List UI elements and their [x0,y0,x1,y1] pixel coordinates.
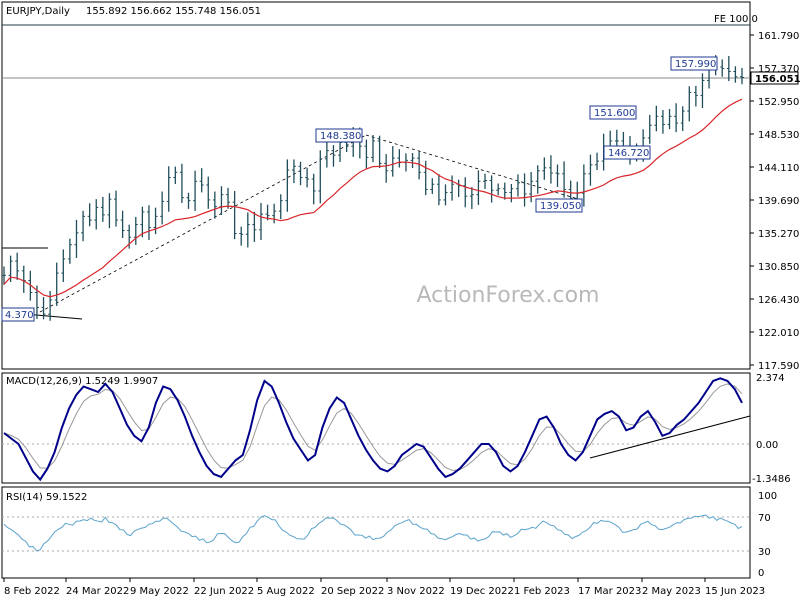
moving-average-line [3,98,743,298]
annotation-157990: 157.990 [670,56,718,71]
rsi-tick-100: 100 [758,491,777,502]
rsi-panel-frame [1,486,751,579]
x-axis: 8 Feb 2022 24 Mar 2022 9 May 2022 22 Jun 20… [3,578,765,597]
macd-tick-low: -1.3486 [752,474,791,485]
rsi-label: RSI(14) 59.1522 [6,492,87,503]
x-axis-label: 5 Aug 2022 [257,586,315,597]
x-axis-label: 19 Dec 2022 [450,586,514,597]
annotation-146720-text: 146.720 [608,148,649,159]
rsi-tick-30: 30 [758,547,771,558]
macd-tick-high: 2.374 [756,373,785,384]
annotation-157990-text: 157.990 [675,59,716,70]
watermark: ActionForex.com [417,283,600,308]
price-y-tick-label: 122.010 [758,328,799,339]
macd-tick-zero: 0.00 [756,440,778,451]
price-y-tick-label: 139.690 [758,196,799,207]
price-y-tick-label: 157.370 [758,64,799,75]
price-panel-frame [1,1,751,370]
x-axis-label: 8 Feb 2022 [4,586,60,597]
x-axis-label: 15 Jun 2023 [705,586,765,597]
rsi-line [3,514,743,552]
annotation-4370-text: 4.370 [5,310,34,321]
annotation-139050: 139.050 [535,198,583,213]
last-price-tag [750,71,799,85]
trend-dashed-up [39,134,367,313]
chart-header-symbol: EURJPY,Daily [6,6,70,17]
fe-label: FE 100.0 [714,14,758,25]
annotation-148380: 148.380 [315,128,363,143]
annotation-148380-text: 148.380 [320,131,361,142]
price-y-tick-label: 161.790 [758,31,799,42]
price-y-tick-label: 117.590 [758,361,799,372]
price-y-tick-label: 152.950 [758,97,799,108]
annotation-151600: 151.600 [589,105,637,120]
rsi-tick-0: 0 [758,568,764,579]
x-axis-label: 24 Mar 2022 [66,586,129,597]
annotation-146720: 146.720 [603,145,651,160]
x-axis-label: 1 Feb 2023 [514,586,570,597]
x-axis-label: 17 Mar 2023 [578,586,641,597]
x-axis-label: 2 May 2023 [642,586,701,597]
rsi-tick-70: 70 [758,513,771,524]
macd-line [3,377,743,482]
price-y-axis: 161.790 157.370 152.950 148.530 144.110 139.6… [750,31,799,372]
chart-header-ohlc: 155.892 156.662 155.748 156.051 [86,6,261,17]
x-axis-label: 9 May 2022 [130,586,189,597]
price-y-tick-label: 144.110 [758,163,799,174]
macd-panel-frame [1,372,751,484]
price-y-tick-label: 130.850 [758,262,799,273]
annotation-151600-text: 151.600 [594,108,635,119]
price-y-tick-label: 135.270 [758,229,799,240]
last-price-text: 156.051 [755,74,800,85]
x-axis-label: 20 Sep 2022 [321,586,384,597]
x-axis-label: 22 Jun 2022 [194,586,254,597]
annotation-4370: 4.370 [1,307,35,322]
x-axis-label: 3 Nov 2022 [387,586,445,597]
macd-trend-line [589,415,751,459]
trend-dashed-down [365,134,579,200]
price-y-tick-label: 148.530 [758,130,799,141]
annotation-139050-text: 139.050 [540,201,581,212]
macd-label: MACD(12,26,9) 1.5249 1.9907 [6,376,158,387]
price-y-tick-label: 126.430 [758,295,799,306]
